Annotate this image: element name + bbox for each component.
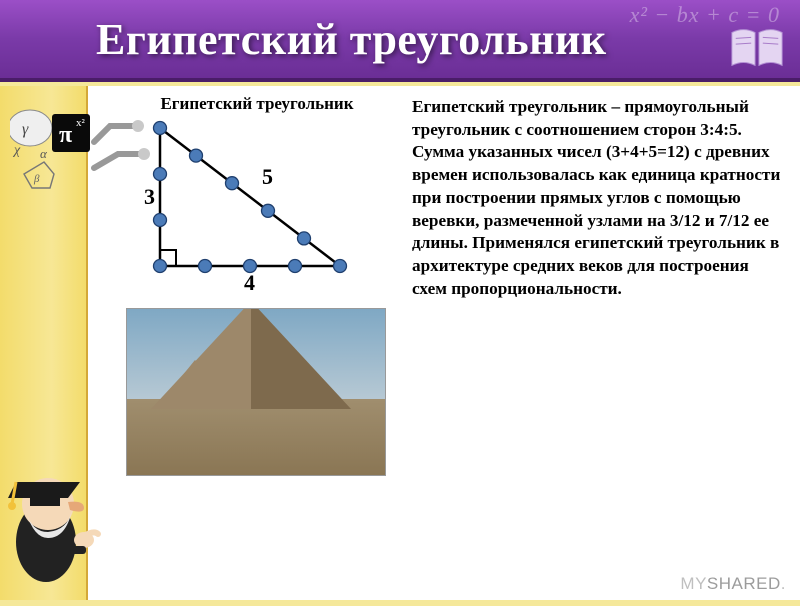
side-b-label: 4 xyxy=(244,270,255,295)
svg-text:x²: x² xyxy=(76,117,86,129)
svg-text:χ: χ xyxy=(12,143,21,158)
diagram-title: Египетский треугольник xyxy=(112,94,402,114)
svg-text:π: π xyxy=(59,122,72,148)
header-bar: x² − bx + c = 0 Египетский треугольник xyxy=(0,0,800,82)
content-area: Египетский треугольник 3 4 5 Египе xyxy=(88,86,800,600)
diagram-zone: Египетский треугольник 3 4 5 xyxy=(112,94,402,476)
svg-text:γ: γ xyxy=(22,121,29,138)
watermark-dot: . xyxy=(781,574,786,593)
math-icons: γ χ α π x² β xyxy=(10,96,150,206)
watermark-left: MY xyxy=(680,574,707,593)
pyramid-image xyxy=(126,308,386,476)
watermark: MYSHARED. xyxy=(680,574,786,594)
triangle-diagram: 3 4 5 xyxy=(142,118,372,296)
pyramid-ground xyxy=(127,399,385,475)
svg-text:β: β xyxy=(33,173,40,185)
pyramid-big-shade xyxy=(251,308,351,409)
side-c-label: 5 xyxy=(262,164,273,189)
svg-text:α: α xyxy=(40,146,48,161)
open-book-icon xyxy=(728,24,786,72)
slide: x² − bx + c = 0 Египетский треугольник γ… xyxy=(0,0,800,600)
graduate-character-icon xyxy=(0,446,114,606)
watermark-sh: SHARED xyxy=(707,574,781,593)
